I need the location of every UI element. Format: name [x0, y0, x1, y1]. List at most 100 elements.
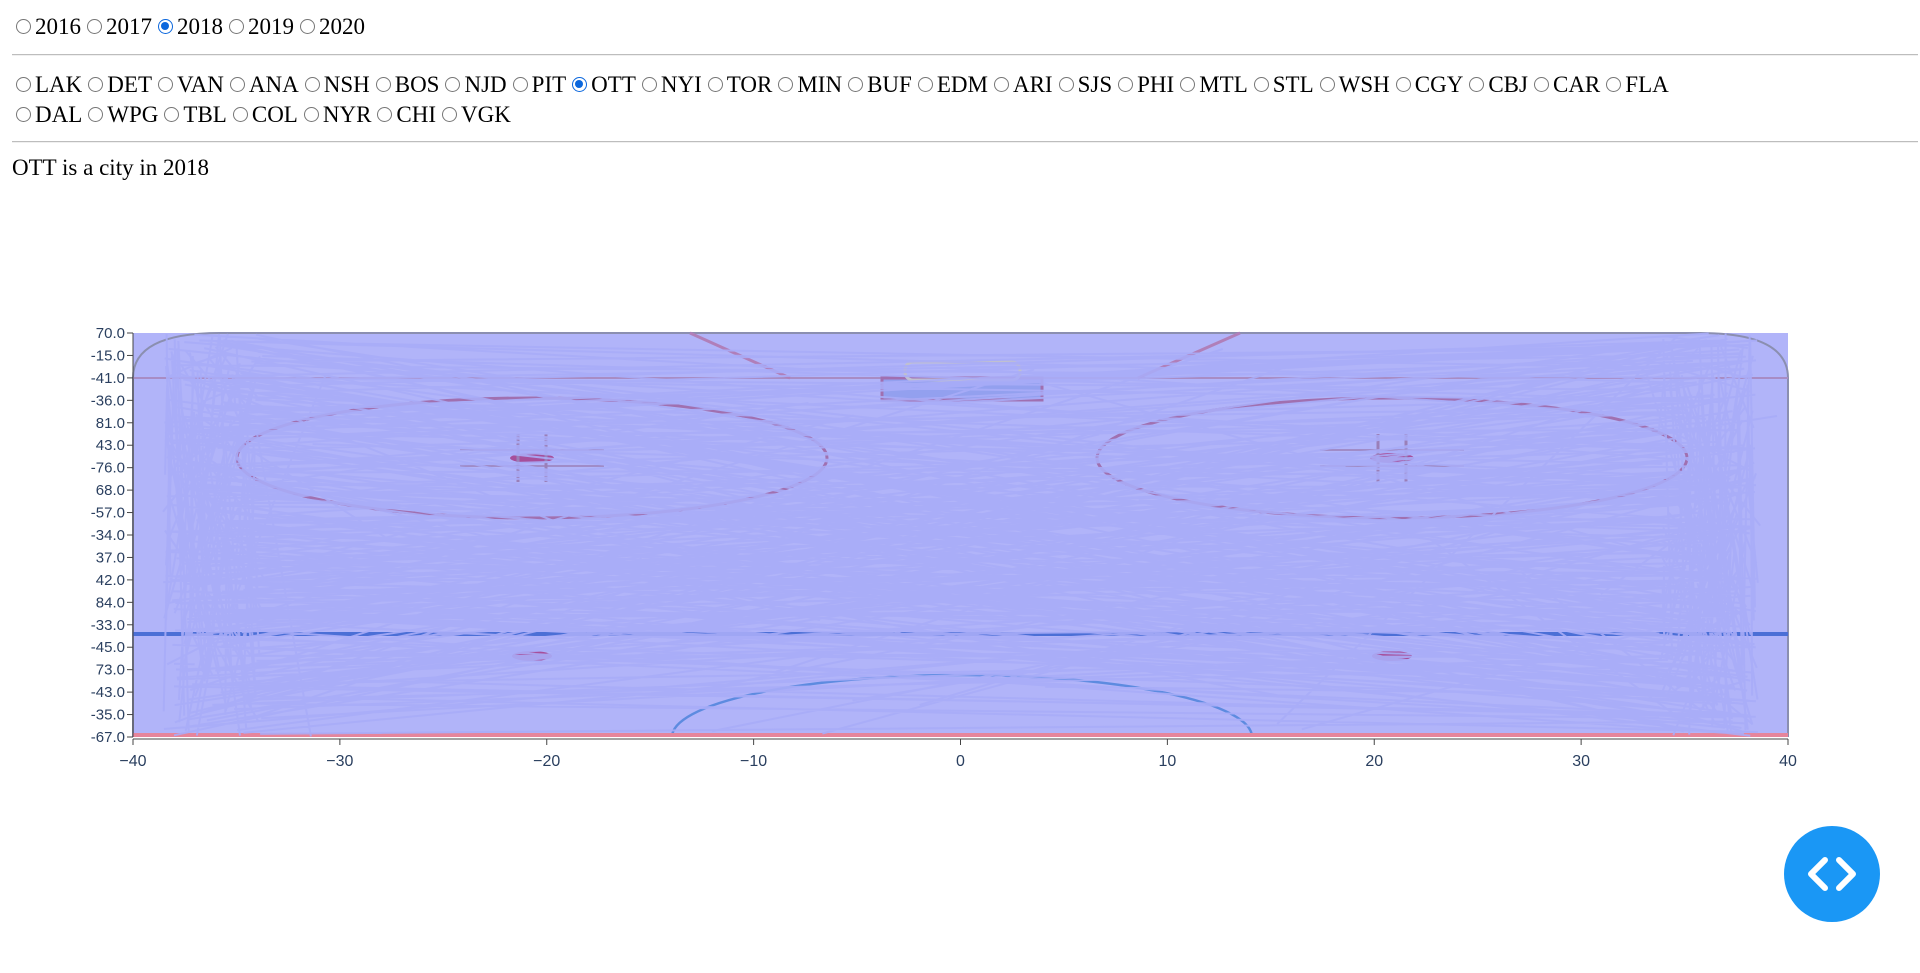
y-tick-label: 68.0: [96, 482, 125, 499]
radio-label: BOS: [394, 72, 440, 97]
radio-unselected-icon[interactable]: [87, 18, 102, 34]
radio-team-chi[interactable]: CHI: [373, 100, 436, 130]
radio-label: PHI: [1137, 72, 1175, 97]
radio-team-tor[interactable]: TOR: [704, 70, 773, 100]
y-tick-label: -34.0: [91, 527, 125, 544]
hockey-rink-background: [132, 331, 1789, 738]
radio-unselected-icon[interactable]: [641, 76, 657, 92]
radio-unselected-icon[interactable]: [229, 18, 244, 34]
radio-team-ott[interactable]: OTT: [568, 70, 636, 100]
radio-year-2016[interactable]: 2016: [12, 12, 81, 42]
radio-unselected-icon[interactable]: [88, 106, 104, 122]
radio-unselected-icon[interactable]: [303, 106, 319, 122]
radio-unselected-icon[interactable]: [164, 106, 180, 122]
radio-team-edm[interactable]: EDM: [914, 70, 988, 100]
radio-year-2017[interactable]: 2017: [83, 12, 152, 42]
y-tick-label: -57.0: [91, 505, 125, 522]
radio-team-sjs[interactable]: SJS: [1055, 70, 1112, 100]
y-tick-label: -33.0: [91, 617, 125, 634]
radio-unselected-icon[interactable]: [1118, 76, 1134, 92]
radio-unselected-icon[interactable]: [304, 76, 320, 92]
radio-team-min[interactable]: MIN: [774, 70, 842, 100]
radio-team-lak[interactable]: LAK: [12, 70, 82, 100]
radio-unselected-icon[interactable]: [848, 76, 864, 92]
radio-label: TOR: [726, 72, 773, 97]
radio-unselected-icon[interactable]: [1606, 76, 1622, 92]
radio-team-njd[interactable]: NJD: [441, 70, 507, 100]
radio-unselected-icon[interactable]: [1469, 76, 1485, 92]
radio-unselected-icon[interactable]: [1395, 76, 1411, 92]
y-tick-label: -35.0: [91, 707, 125, 724]
x-tick-label: 0: [956, 753, 965, 770]
radio-unselected-icon[interactable]: [16, 106, 31, 122]
radio-unselected-icon[interactable]: [1058, 76, 1074, 92]
radio-unselected-icon[interactable]: [300, 18, 315, 34]
radio-team-nyr[interactable]: NYR: [300, 100, 372, 130]
radio-unselected-icon[interactable]: [229, 76, 245, 92]
radio-team-phi[interactable]: PHI: [1114, 70, 1174, 100]
radio-unselected-icon[interactable]: [158, 76, 173, 92]
radio-year-2020[interactable]: 2020: [296, 12, 365, 42]
radio-team-tbl[interactable]: TBL: [160, 100, 227, 130]
radio-team-det[interactable]: DET: [84, 70, 152, 100]
radio-team-vgk[interactable]: VGK: [438, 100, 511, 130]
radio-unselected-icon[interactable]: [707, 76, 723, 92]
radio-team-bos[interactable]: BOS: [372, 70, 440, 100]
radio-label: NSH: [323, 72, 370, 97]
radio-team-cbj[interactable]: CBJ: [1465, 70, 1528, 100]
chart-lines: [162, 332, 1778, 737]
radio-team-wpg[interactable]: WPG: [84, 100, 158, 130]
radio-team-car[interactable]: CAR: [1530, 70, 1600, 100]
y-tick-label: -36.0: [91, 392, 125, 409]
radio-unselected-icon[interactable]: [442, 106, 458, 122]
radio-unselected-icon[interactable]: [1253, 76, 1269, 92]
radio-team-nyi[interactable]: NYI: [638, 70, 702, 100]
radio-selected-icon[interactable]: [158, 18, 173, 34]
radio-team-wsh[interactable]: WSH: [1316, 70, 1390, 100]
radio-team-van[interactable]: VAN: [154, 70, 224, 100]
radio-year-2018[interactable]: 2018: [154, 12, 223, 42]
radio-unselected-icon[interactable]: [1180, 76, 1196, 92]
x-tick-label: 10: [1158, 753, 1176, 770]
y-tick-label: 42.0: [96, 572, 125, 589]
radio-team-ari[interactable]: ARI: [990, 70, 1053, 100]
x-tick-label: −40: [119, 753, 146, 770]
radio-team-mtl[interactable]: MTL: [1176, 70, 1248, 100]
radio-team-dal[interactable]: DAL: [12, 100, 82, 130]
radio-team-cgy[interactable]: CGY: [1392, 70, 1463, 100]
team-radio-group-row1: LAK DET VAN ANA NSH BOS NJD PIT OTT NYI TOR MIN BUF E…: [12, 70, 1671, 101]
radio-label: CAR: [1552, 72, 1601, 97]
radio-unselected-icon[interactable]: [778, 76, 794, 92]
radio-unselected-icon[interactable]: [377, 106, 393, 122]
radio-unselected-icon[interactable]: [88, 76, 104, 92]
radio-team-col[interactable]: COL: [229, 100, 298, 130]
rink-surface: [133, 333, 1788, 737]
radio-unselected-icon[interactable]: [232, 106, 248, 122]
radio-team-stl[interactable]: STL: [1250, 70, 1314, 100]
radio-team-buf[interactable]: BUF: [844, 70, 912, 100]
radio-year-2019[interactable]: 2019: [225, 12, 294, 42]
faceoff-circle: [235, 396, 829, 520]
radio-unselected-icon[interactable]: [917, 76, 933, 92]
radio-team-pit[interactable]: PIT: [509, 70, 566, 100]
radio-unselected-icon[interactable]: [512, 76, 528, 92]
radio-selected-icon[interactable]: [572, 76, 588, 92]
x-tick-label: −20: [533, 753, 560, 770]
radio-label: NYR: [322, 102, 372, 127]
radio-unselected-icon[interactable]: [1319, 76, 1335, 92]
radio-unselected-icon[interactable]: [375, 76, 391, 92]
radio-unselected-icon[interactable]: [16, 76, 31, 92]
radio-team-fla[interactable]: FLA: [1602, 70, 1669, 100]
radio-label: ARI: [1012, 72, 1053, 97]
radio-unselected-icon[interactable]: [1533, 76, 1549, 92]
radio-unselected-icon[interactable]: [993, 76, 1009, 92]
code-toggle-button[interactable]: [1784, 826, 1880, 922]
faceoff-dot: [1370, 453, 1414, 463]
radio-team-ana[interactable]: ANA: [226, 70, 299, 100]
radio-label: NJD: [464, 72, 507, 97]
radio-team-nsh[interactable]: NSH: [301, 70, 370, 100]
radio-unselected-icon[interactable]: [16, 18, 31, 34]
radio-unselected-icon[interactable]: [445, 76, 461, 92]
radio-label: 2017: [106, 14, 152, 39]
y-tick-label: 37.0: [96, 549, 125, 566]
